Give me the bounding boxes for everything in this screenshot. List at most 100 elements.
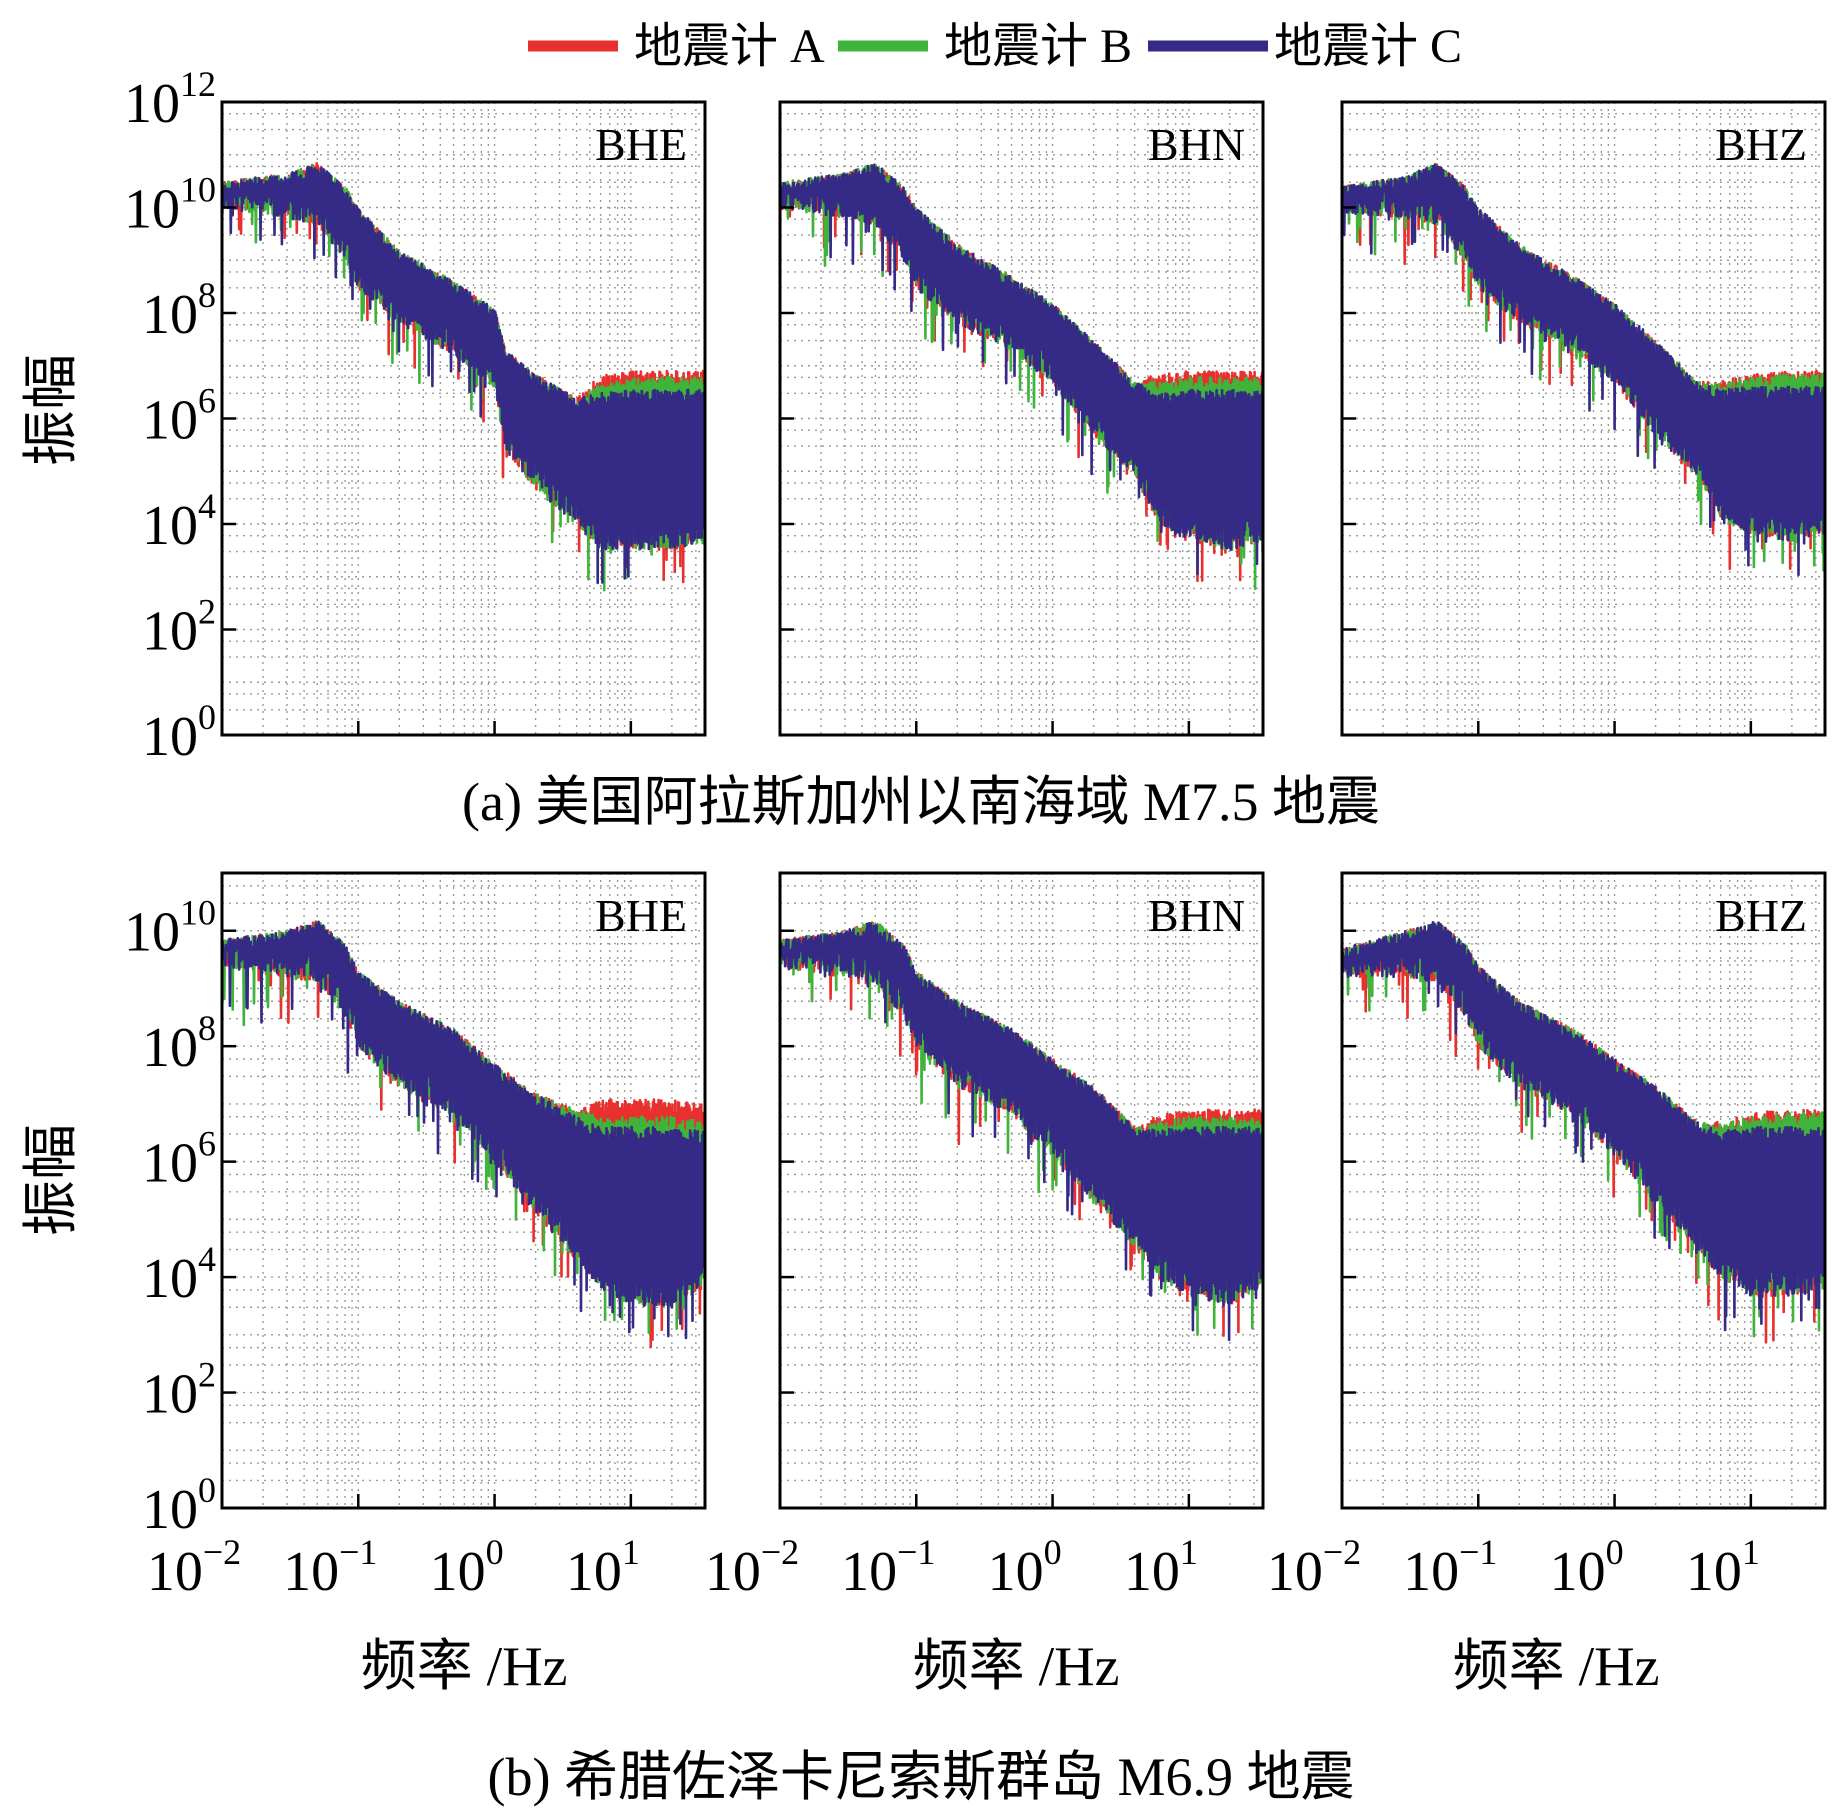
y-ticks	[780, 100, 794, 737]
tick-base: 10	[841, 1541, 897, 1603]
panel-title-bhn: BHN	[1148, 890, 1245, 941]
x-tick-label--1: 10−1	[283, 1532, 377, 1603]
x-tick-label--1: 10−1	[1403, 1532, 1497, 1603]
tick-base: 10	[1550, 1541, 1606, 1603]
tick-exp: −1	[897, 1532, 935, 1572]
panel-a-bhz: BHZ	[1340, 100, 1827, 737]
y-tick-label-2: 102	[142, 1355, 216, 1426]
y-axis-title-a: 振幅	[21, 354, 83, 466]
y-tick-label-12: 1012	[124, 64, 216, 135]
tick-base: 10	[124, 73, 180, 135]
tick-exp: 6	[198, 381, 216, 421]
tick-base: 10	[142, 1364, 198, 1426]
series-group	[780, 921, 1263, 1342]
x-axis-title-2: 频率 /Hz	[913, 1636, 1120, 1698]
tick-base: 10	[142, 390, 198, 452]
tick-base: 10	[1403, 1541, 1459, 1603]
tick-base: 10	[142, 1133, 198, 1195]
panel-a-bhn: BHN	[778, 100, 1265, 737]
tick-exp: 4	[198, 486, 216, 526]
tick-base: 10	[124, 179, 180, 241]
y-ticks	[222, 929, 236, 1510]
series-地震计 C	[1342, 163, 1825, 576]
legend-label-c: 地震计 C	[1274, 20, 1462, 73]
x-ticks	[220, 1494, 633, 1508]
caption-b: (b) 希腊佐泽卡尼索斯群岛 M6.9 地震	[488, 1747, 1355, 1807]
grid	[779, 873, 1263, 1508]
series-地震计 C	[222, 165, 705, 585]
x-tick-label-1: 101	[566, 1532, 640, 1603]
series-group	[1342, 162, 1825, 576]
tick-exp: 12	[180, 64, 216, 104]
series-group	[780, 163, 1263, 590]
tick-exp: 1	[1742, 1532, 1760, 1572]
tick-exp: 10	[180, 893, 216, 933]
x-tick-label--2: 10−2	[705, 1532, 799, 1603]
series-地震计 C	[1342, 921, 1825, 1332]
tick-exp: 2	[198, 1355, 216, 1395]
tick-base: 10	[430, 1541, 486, 1603]
tick-base: 10	[142, 1017, 198, 1079]
tick-base: 10	[142, 706, 198, 768]
tick-exp: 0	[1606, 1532, 1624, 1572]
tick-base: 10	[283, 1541, 339, 1603]
y-tick-label-0: 100	[142, 697, 216, 768]
y-tick-label-4: 104	[142, 486, 216, 557]
tick-base: 10	[988, 1541, 1044, 1603]
tick-base: 10	[142, 495, 198, 557]
tick-base: 10	[1124, 1541, 1180, 1603]
tick-exp: 0	[486, 1532, 504, 1572]
tick-exp: 0	[198, 1470, 216, 1510]
tick-base: 10	[142, 601, 198, 663]
y-tick-label-0: 100	[142, 1470, 216, 1541]
tick-exp: 8	[198, 275, 216, 315]
y-ticks	[222, 100, 236, 737]
panel-title-bhe: BHE	[595, 119, 687, 170]
x-tick-label-1: 101	[1124, 1532, 1198, 1603]
tick-base: 10	[142, 284, 198, 346]
series-地震计 C	[780, 163, 1263, 576]
x-tick-label-0: 100	[988, 1532, 1062, 1603]
tick-exp: −2	[761, 1532, 799, 1572]
series-地震计 C	[222, 920, 705, 1340]
tick-base: 10	[1267, 1541, 1323, 1603]
tick-exp: −1	[339, 1532, 377, 1572]
x-axis-title-3: 频率 /Hz	[1453, 1636, 1660, 1698]
tick-exp: 0	[1044, 1532, 1062, 1572]
tick-exp: 8	[198, 1008, 216, 1048]
axes-frame	[220, 871, 707, 1510]
y-tick-label-10: 1010	[124, 170, 216, 241]
x-ticks	[220, 721, 633, 735]
tick-base: 10	[705, 1541, 761, 1603]
tick-exp: −1	[1459, 1532, 1497, 1572]
tick-base: 10	[142, 1248, 198, 1310]
tick-exp: −2	[203, 1532, 241, 1572]
tick-base: 10	[124, 902, 180, 964]
tick-exp: 1	[622, 1532, 640, 1572]
panel-title-bhn: BHN	[1148, 119, 1245, 170]
y-tick-label-8: 108	[142, 1008, 216, 1079]
y-tick-label-6: 106	[142, 381, 216, 452]
y-tick-label-4: 104	[142, 1239, 216, 1310]
tick-exp: 2	[198, 592, 216, 632]
tick-base: 10	[147, 1541, 203, 1603]
legend: 地震计 A 地震计 B 地震计 C	[528, 20, 1462, 73]
y-tick-label-8: 108	[142, 275, 216, 346]
tick-exp: 4	[198, 1239, 216, 1279]
panel-title-bhz: BHZ	[1715, 890, 1807, 941]
axes-frame	[1340, 871, 1827, 1510]
series-group	[222, 920, 705, 1349]
legend-label-b: 地震计 B	[944, 20, 1132, 73]
x-tick-label--2: 10−2	[147, 1532, 241, 1603]
y-tick-label-10: 1010	[124, 893, 216, 964]
tick-exp: −2	[1323, 1532, 1361, 1572]
y-tick-label-6: 106	[142, 1124, 216, 1195]
tick-exp: 10	[180, 170, 216, 210]
panel-title-bhe: BHE	[595, 890, 687, 941]
tick-exp: 0	[198, 697, 216, 737]
x-ticks	[778, 721, 1191, 735]
